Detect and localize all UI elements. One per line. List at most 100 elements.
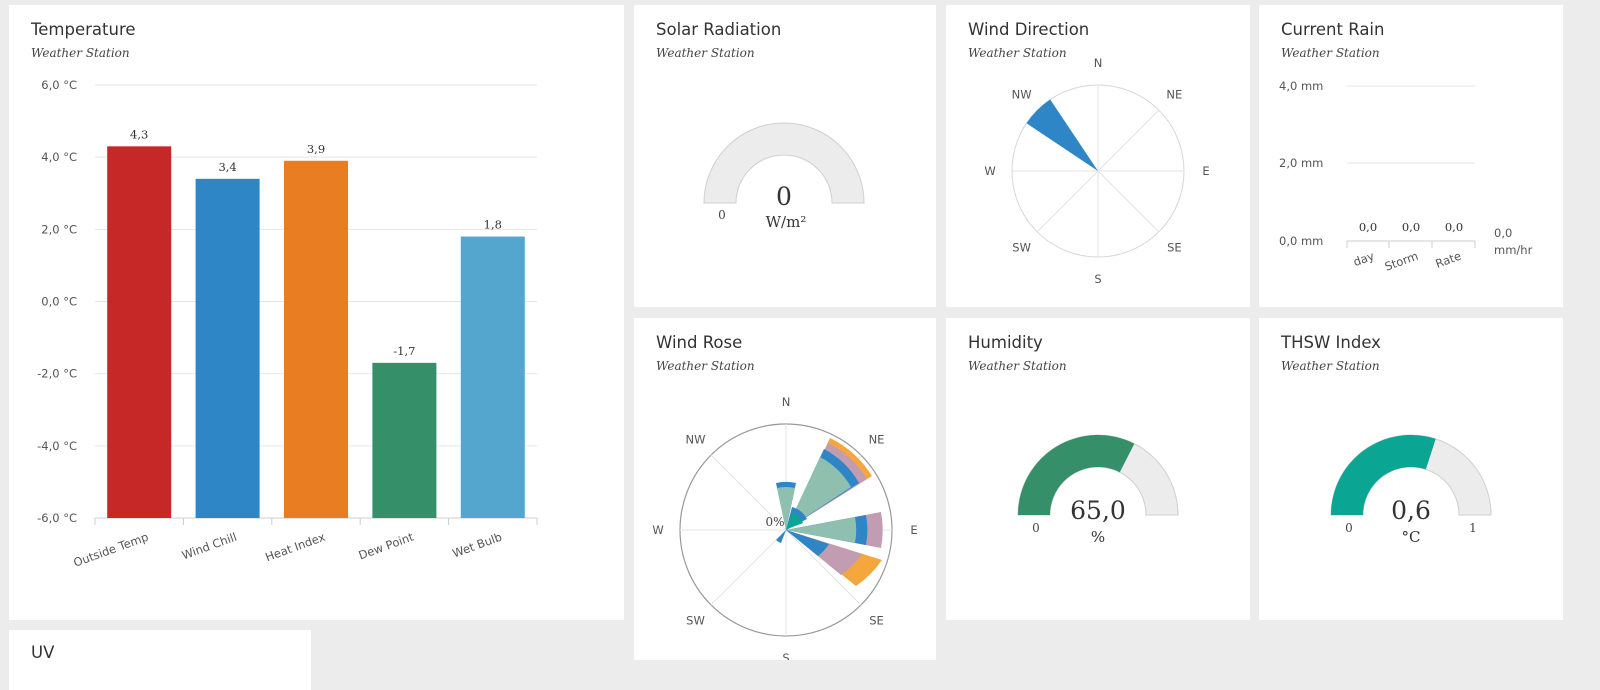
thsw-subtitle: Weather Station: [1281, 359, 1380, 373]
temperature-value-label: -1,7: [393, 344, 415, 358]
compass-label: N: [782, 395, 791, 409]
rain-rate-value: 0,0: [1494, 226, 1512, 240]
rain-ytick: 0,0 mm: [1279, 234, 1323, 248]
temperature-title: Temperature: [31, 20, 136, 39]
temperature-card: Temperature Weather Station 6,0 °C 4,0 °C…: [9, 5, 624, 620]
humidity-unit: %: [1091, 528, 1105, 546]
wind-direction-chart: N NE E SE S SW W NW: [984, 56, 1209, 286]
rain-rate-unit: mm/hr: [1494, 243, 1533, 257]
solar-gauge-track: [703, 122, 865, 204]
temperature-ytick-label: -4,0 °C: [37, 439, 77, 453]
thsw-unit: °C: [1402, 528, 1421, 546]
wind-direction-subtitle: Weather Station: [968, 46, 1067, 60]
temperature-ytick-label: 6,0 °C: [41, 78, 77, 92]
compass-label: SW: [1012, 240, 1031, 254]
humidity-gauge: 65,0 % 0: [1017, 434, 1179, 546]
wind-rose-card: Wind Rose Weather Station 0% N NE E SE S: [634, 318, 936, 660]
temperature-value-label: 4,3: [130, 127, 148, 141]
thsw-gauge-fill: [1331, 435, 1436, 515]
compass-label: S: [1094, 272, 1101, 286]
thsw-max-label: 1: [1469, 521, 1477, 535]
solar-min-label: 0: [718, 208, 726, 222]
compass-label: SE: [869, 614, 884, 628]
compass-label: E: [910, 523, 917, 537]
compass-label: W: [984, 164, 995, 178]
wind-rose-center-label: 0%: [765, 515, 784, 529]
temperature-bar: [284, 160, 348, 518]
rain-value-label: 0,0: [1359, 220, 1377, 234]
wind-rose-petals: [776, 438, 883, 586]
rain-title: Current Rain: [1281, 20, 1385, 39]
thsw-card: THSW Index Weather Station 0,6 °C 0 1: [1259, 318, 1563, 620]
solar-value: 0: [776, 182, 792, 211]
rain-card: Current Rain Weather Station 4,0 mm 2,0 …: [1259, 5, 1563, 307]
humidity-title: Humidity: [968, 333, 1043, 352]
uv-card: UV: [9, 630, 311, 690]
humidity-value: 65,0: [1070, 496, 1126, 525]
temperature-category-label: Wet Bulb: [451, 530, 504, 561]
temperature-bar: [195, 178, 260, 519]
compass-label: SW: [686, 614, 705, 628]
thsw-min-label: 0: [1345, 521, 1353, 535]
compass-label: N: [1094, 56, 1103, 70]
wind-direction-title: Wind Direction: [968, 20, 1090, 39]
temperature-bar: [107, 146, 172, 518]
temperature-subtitle: Weather Station: [31, 46, 130, 60]
rain-category-label: Rate: [1433, 249, 1463, 271]
temperature-category-label: Dew Point: [357, 529, 416, 562]
temperature-ytick-label: 0,0 °C: [41, 295, 77, 309]
wind-direction-card: Wind Direction Weather Station N NE E SE S SW…: [946, 5, 1250, 307]
wind-rose-petal: [786, 514, 803, 530]
humidity-gauge-fill: [1018, 435, 1135, 515]
wind-rose-subtitle: Weather Station: [656, 359, 755, 373]
solar-subtitle: Weather Station: [656, 46, 755, 60]
rain-subtitle: Weather Station: [1281, 46, 1380, 60]
rain-ytick: 2,0 mm: [1279, 156, 1323, 170]
temperature-ytick-label: -2,0 °C: [37, 367, 77, 381]
wind-rose-petal: [786, 517, 857, 543]
temperature-ytick-label: 4,0 °C: [41, 150, 77, 164]
compass-label: W: [652, 523, 663, 537]
rain-chart: 4,0 mm 2,0 mm 0,0 mm 0,0 0,0 0,0 day Sto…: [1279, 79, 1533, 274]
uv-title: UV: [31, 643, 55, 662]
wind-rose-petal: [786, 530, 829, 556]
temperature-value-label: 1,8: [484, 218, 502, 232]
wind-direction-sector: [1026, 99, 1098, 171]
solar-card: Solar Radiation Weather Station 0 W/m² 0: [634, 5, 936, 307]
wind-rose-petal: [777, 487, 795, 530]
rain-value-label: 0,0: [1402, 220, 1420, 234]
temperature-bar: [372, 362, 437, 518]
humidity-min-label: 0: [1032, 521, 1040, 535]
temperature-category-label: Outside Temp: [71, 530, 150, 570]
solar-gauge: 0 W/m² 0: [703, 122, 865, 231]
compass-label: NW: [685, 432, 705, 446]
rain-ytick: 4,0 mm: [1279, 79, 1323, 93]
rain-category-label: day: [1351, 249, 1376, 269]
compass-label: NE: [869, 432, 885, 446]
temperature-category-label: Wind Chill: [180, 530, 239, 563]
rain-value-label: 0,0: [1445, 220, 1463, 234]
wind-rose-chart: 0% N NE E SE S SW W NW: [652, 395, 917, 660]
temperature-ytick-label: 2,0 °C: [41, 222, 77, 236]
thsw-value: 0,6: [1391, 496, 1431, 525]
thsw-title: THSW Index: [1281, 333, 1381, 352]
wind-rose-petal: [786, 457, 851, 530]
rain-category-label: Storm: [1383, 249, 1420, 274]
humidity-subtitle: Weather Station: [968, 359, 1067, 373]
temperature-ytick-label: -6,0 °C: [37, 511, 77, 525]
temperature-bar: [460, 236, 525, 519]
temperature-chart: 6,0 °C 4,0 °C 2,0 °C 0,0 °C -2,0 °C -4,0 °C -6…: [37, 78, 538, 570]
thsw-gauge: 0,6 °C 0 1: [1330, 434, 1492, 546]
solar-title: Solar Radiation: [656, 20, 782, 39]
solar-unit: W/m²: [766, 213, 807, 231]
compass-label: SE: [1167, 240, 1182, 254]
compass-label: NW: [1012, 88, 1032, 102]
compass-label: NE: [1166, 88, 1182, 102]
temperature-value-label: 3,4: [218, 160, 236, 174]
temperature-value-label: 3,9: [307, 142, 325, 156]
temperature-category-label: Heat Index: [263, 530, 327, 565]
wind-rose-petal: [776, 530, 786, 543]
compass-label: E: [1202, 164, 1209, 178]
wind-rose-title: Wind Rose: [656, 333, 743, 352]
compass-label: S: [782, 651, 789, 660]
